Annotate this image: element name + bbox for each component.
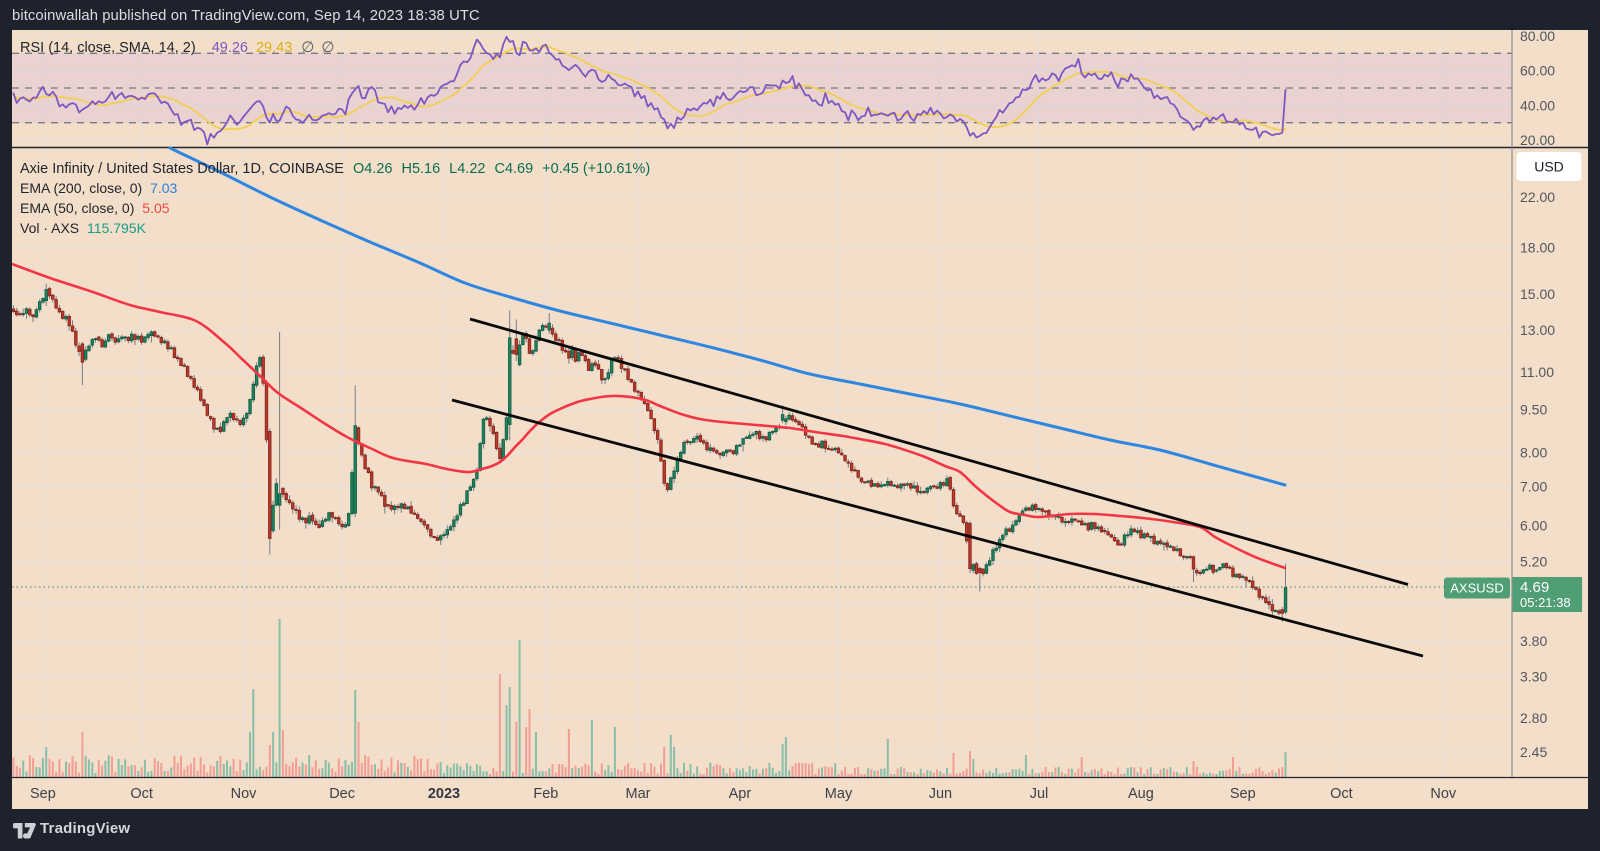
svg-text:60.00: 60.00	[1520, 63, 1555, 79]
svg-text:5.20: 5.20	[1520, 554, 1547, 570]
svg-text:EMA (200, close, 0) 7.03: EMA (200, close, 0) 7.03	[20, 180, 178, 196]
svg-text:Sep: Sep	[1230, 786, 1256, 802]
svg-text:8.00: 8.00	[1520, 445, 1547, 461]
svg-text:4.69: 4.69	[1520, 579, 1549, 596]
svg-text:Axie Infinity / United States: Axie Infinity / United States Dollar, 1D…	[20, 161, 650, 177]
svg-text:Nov: Nov	[1430, 786, 1457, 802]
svg-text:Nov: Nov	[231, 786, 258, 802]
svg-text:18.00: 18.00	[1520, 240, 1555, 256]
svg-text:2.80: 2.80	[1520, 710, 1547, 726]
svg-text:05:21:38: 05:21:38	[1520, 595, 1571, 610]
svg-text:3.30: 3.30	[1520, 669, 1547, 685]
svg-text:11.00: 11.00	[1520, 364, 1554, 380]
svg-text:Jul: Jul	[1030, 786, 1049, 802]
svg-text:AXSUSD: AXSUSD	[1450, 581, 1503, 596]
svg-text:EMA (50, close, 0) 5.05: EMA (50, close, 0) 5.05	[20, 200, 170, 216]
svg-text:3.80: 3.80	[1520, 633, 1547, 649]
svg-text:2.45: 2.45	[1520, 744, 1547, 760]
svg-text:Oct: Oct	[130, 786, 153, 802]
svg-text:Mar: Mar	[626, 786, 651, 802]
svg-text:20.00: 20.00	[1520, 132, 1555, 148]
svg-text:2023: 2023	[428, 786, 460, 802]
svg-text:USD: USD	[1534, 159, 1564, 175]
svg-text:80.00: 80.00	[1520, 30, 1555, 44]
svg-text:9.50: 9.50	[1520, 401, 1547, 417]
svg-text:Aug: Aug	[1128, 786, 1154, 802]
svg-text:Jun: Jun	[929, 786, 952, 802]
svg-text:6.00: 6.00	[1520, 518, 1547, 534]
svg-text:15.00: 15.00	[1520, 286, 1555, 302]
svg-text:May: May	[825, 786, 853, 802]
svg-text:7.00: 7.00	[1520, 479, 1547, 495]
svg-text:Oct: Oct	[1330, 786, 1353, 802]
svg-text:Dec: Dec	[329, 786, 355, 802]
svg-text:Apr: Apr	[729, 786, 752, 802]
svg-text:13.00: 13.00	[1520, 322, 1555, 338]
svg-text:22.00: 22.00	[1520, 189, 1555, 205]
svg-text:40.00: 40.00	[1520, 97, 1555, 113]
svg-text:RSI (14, close, SMA, 14, 2)49.: RSI (14, close, SMA, 14, 2) 49.26 29.43 ∅ ∅	[20, 39, 334, 56]
svg-text:Feb: Feb	[533, 786, 558, 802]
svg-text:Sep: Sep	[30, 786, 56, 802]
